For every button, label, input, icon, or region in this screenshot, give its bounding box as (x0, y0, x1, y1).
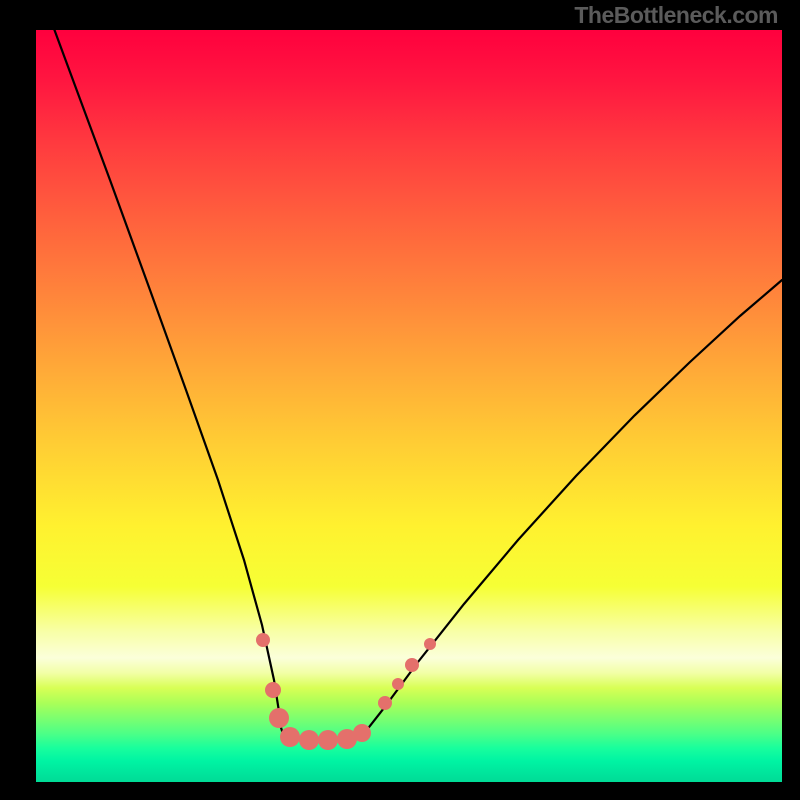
data-marker (269, 708, 289, 728)
frame-right (782, 0, 800, 800)
data-marker (256, 633, 270, 647)
data-marker (280, 727, 300, 747)
data-marker (353, 724, 371, 742)
marker-group (256, 633, 436, 750)
chart-root: TheBottleneck.com (0, 0, 800, 800)
data-marker (265, 682, 281, 698)
frame-left (0, 0, 36, 800)
frame-bottom (0, 782, 800, 800)
data-marker (378, 696, 392, 710)
plot-area (36, 30, 782, 782)
data-marker (318, 730, 338, 750)
data-marker (405, 658, 419, 672)
bottleneck-curve-path (36, 30, 782, 739)
data-marker (424, 638, 436, 650)
watermark-text: TheBottleneck.com (574, 2, 778, 29)
data-marker (392, 678, 404, 690)
curve-svg (36, 30, 782, 782)
data-marker (299, 730, 319, 750)
